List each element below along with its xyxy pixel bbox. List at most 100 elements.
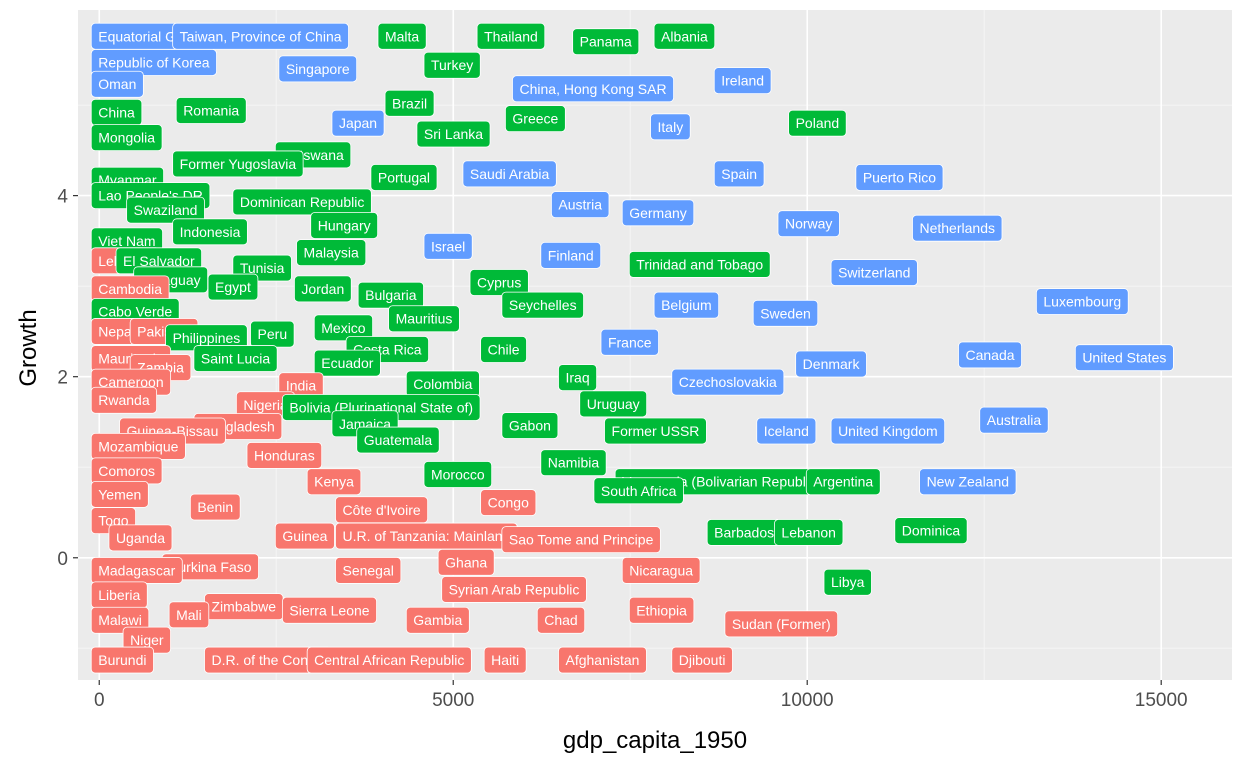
point-label-text: Honduras [254,447,315,463]
point-label: Burundi [90,646,154,674]
point-label: Mexico [313,314,374,342]
point-label-box [310,212,379,239]
point-label-text: France [608,334,652,350]
point-label: Peru [250,320,295,348]
point-label: United Kingdom [830,417,946,445]
point-label: Finland [540,241,602,269]
point-label-text: Morocco [431,466,485,482]
point-label: Gambia [405,606,470,634]
point-label-text: El Salvador [123,253,195,269]
point-label-text: Dominica [902,523,961,539]
point-label: Sierra Leone [281,596,377,624]
point-label-text: Liberia [98,587,140,603]
point-label: Taiwan, Province of China [172,22,349,50]
point-label: Cambodia [90,275,170,303]
point-label: Netherlands [912,214,1003,242]
point-label: Trinidad and Tobago [628,251,771,278]
point-label-box [356,426,440,454]
point-label: Ireland [713,67,772,95]
point-label-box [384,89,435,117]
point-label: Luxembourg [1035,288,1129,315]
point-label: Panama [572,28,640,56]
point-label: Jordan [294,275,352,303]
point-label-text: Mali [176,607,202,623]
point-label-text: Greece [512,111,558,127]
point-label: Iraq [558,364,598,391]
point-label-text: Malaysia [304,245,359,261]
point-label-text: Germany [629,205,687,221]
point-label-text: Austria [558,197,602,213]
point-label: Belgium [653,291,720,319]
point-label: Mozambique [90,433,186,460]
y-tick-label: 2 [57,368,68,389]
point-label-box [830,259,918,286]
point-label-box [476,22,546,50]
point-label-box [90,49,217,76]
point-label-box [512,75,674,103]
point-label: Niger [122,626,171,654]
point-label-text: Swaziland [134,202,198,218]
point-label-text: Thailand [484,28,538,44]
point-label-text: Guinea [282,528,327,544]
point-label-box [335,557,402,584]
point-label-text: Senegal [342,562,393,578]
point-label-text: Syrian Arab Republic [449,581,580,597]
point-label: Israel [423,232,473,260]
point-label: Sri Lanka [416,120,491,148]
point-label-text: India [286,378,317,394]
point-label: Namibia [540,449,607,477]
point-label: Haiti [483,646,527,674]
point-label-text: Niger [130,632,164,648]
point-label: Bulgaria [357,281,424,309]
point-label-text: Hungary [318,217,371,233]
point-label-box [536,606,586,634]
point-label-box [579,390,648,418]
point-label-box [377,22,427,50]
point-label-box [90,606,150,634]
point-label-text: United Kingdom [838,423,938,439]
y-axis-title: Growth [15,309,42,386]
point-label: Albania [653,22,716,50]
point-label-text: Argentina [813,474,873,490]
point-label: Sweden [752,299,819,327]
point-label-text: China [98,104,135,120]
point-label-text: Uganda [116,530,165,546]
point-label-box [653,22,716,50]
x-tick-label: 15000 [1135,690,1188,711]
point-label: Former USSR [604,417,707,445]
point-label-box [501,412,559,439]
point-label: Madagascar [90,557,183,584]
point-label-text: Sierra Leone [289,602,369,618]
point-label-text: Chad [544,612,577,628]
point-label-box [505,105,566,133]
point-label: Honduras [246,442,323,469]
point-label: Puerto Rico [855,164,944,191]
y-tick-label: 0 [57,549,68,570]
point-label-box [600,328,659,356]
point-label-box [604,417,707,445]
point-label: Barbados [706,519,782,546]
point-label-box [621,557,701,584]
point-label-box [388,305,460,333]
point-label: Viet Nam [90,227,163,255]
point-label-text: Canada [966,347,1015,363]
point-label: Mauritius [388,305,460,333]
point-label-text: Colombia [413,376,472,392]
point-label: Congo [480,489,537,516]
point-label-box [912,214,1003,242]
point-label-text: Former Yugoslavia [180,156,297,172]
point-label: Switzerland [830,259,918,286]
point-label-box [90,646,154,674]
point-label-text: Portugal [378,170,430,186]
point-label-text: Ghana [445,554,487,570]
point-label-box [90,70,144,98]
point-label-text: Sao Tome and Principe [509,532,654,548]
point-label-text: Nicaragua [629,562,693,578]
point-label: Portugal [370,164,438,191]
point-label-box [551,191,610,219]
point-label-box [423,232,473,260]
point-label-box [331,109,385,137]
point-label: Lebanon [774,519,844,546]
point-label-box [979,406,1049,434]
